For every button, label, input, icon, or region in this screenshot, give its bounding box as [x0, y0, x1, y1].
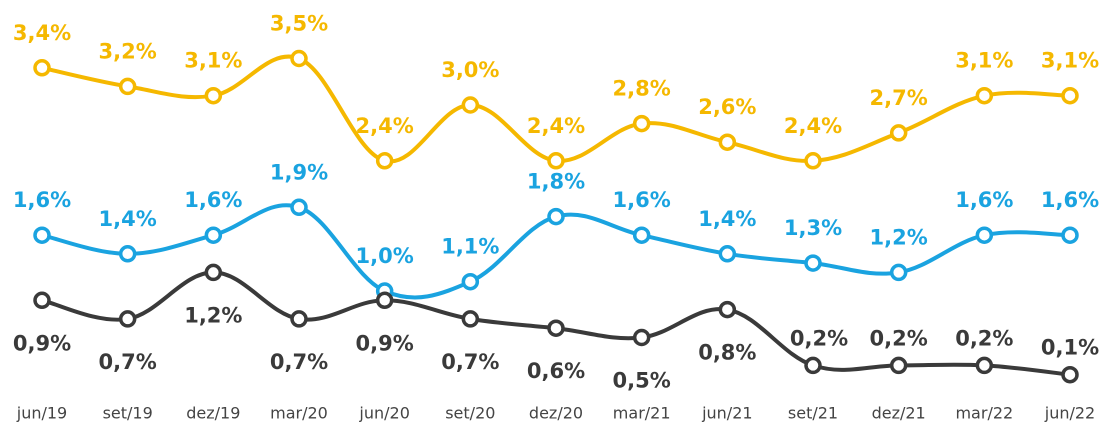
point	[118, 77, 137, 96]
data-label: 1,0%	[356, 244, 414, 268]
point	[461, 310, 480, 328]
x-tick-label: mar/21	[613, 404, 671, 423]
data-label: 0,2%	[955, 326, 1013, 350]
point	[547, 207, 565, 226]
point	[204, 263, 223, 282]
point	[33, 226, 51, 244]
data-label: 3,1%	[955, 49, 1013, 73]
x-tick-label: set/20	[445, 404, 495, 423]
data-label: 0,8%	[698, 341, 756, 365]
data-label: 2,4%	[784, 114, 842, 138]
x-tick-label: jun/20	[358, 404, 409, 423]
point	[632, 226, 651, 244]
point	[461, 272, 480, 291]
data-label: 1,6%	[955, 188, 1013, 212]
point	[1061, 365, 1079, 384]
data-label: 1,6%	[184, 188, 242, 212]
point	[889, 263, 908, 282]
point	[632, 328, 651, 347]
x-tick-label: dez/21	[872, 404, 926, 423]
point	[204, 226, 223, 244]
data-label: 1,6%	[1041, 188, 1099, 212]
point	[290, 198, 308, 217]
data-label: 3,1%	[184, 49, 242, 73]
data-label: 3,1%	[1041, 49, 1099, 73]
point	[804, 356, 822, 375]
point	[718, 133, 737, 151]
x-tick-label: set/21	[788, 404, 838, 423]
data-label: 1,4%	[698, 207, 756, 231]
point	[804, 152, 822, 170]
point	[718, 245, 737, 263]
data-label: 0,2%	[870, 326, 928, 350]
point	[1061, 86, 1079, 105]
data-label: 2,7%	[870, 86, 928, 110]
data-label: 1,2%	[870, 225, 928, 249]
data-label: 0,7%	[270, 350, 328, 374]
x-tick-label: jun/19	[16, 404, 67, 423]
x-tick-label: jun/22	[1044, 404, 1095, 423]
data-label: 3,2%	[99, 39, 157, 63]
point	[975, 356, 994, 375]
data-label: 0,2%	[790, 326, 848, 350]
data-label: 3,0%	[441, 58, 499, 82]
data-label: 1,3%	[784, 216, 842, 240]
data-label: 1,6%	[613, 188, 671, 212]
data-label: 3,5%	[270, 12, 328, 36]
point	[632, 114, 651, 133]
point	[461, 96, 480, 114]
point	[804, 254, 822, 272]
point	[889, 356, 908, 375]
data-label: 0,7%	[441, 350, 499, 374]
point	[290, 49, 308, 68]
data-label: 3,4%	[13, 21, 71, 45]
data-label: 0,7%	[99, 350, 157, 374]
data-label: 0,9%	[13, 331, 71, 355]
data-label: 0,1%	[1041, 336, 1099, 360]
data-label: 2,4%	[527, 114, 585, 138]
point	[975, 86, 994, 105]
point	[118, 245, 137, 263]
data-label: 0,9%	[356, 331, 414, 355]
data-label: 1,2%	[184, 303, 242, 327]
data-label: 1,6%	[13, 188, 71, 212]
point	[547, 319, 565, 337]
data-label: 1,4%	[99, 207, 157, 231]
data-label: 0,6%	[527, 359, 585, 383]
data-label: 0,5%	[613, 369, 671, 393]
x-tick-label: set/19	[103, 404, 153, 423]
point	[718, 300, 737, 319]
point	[375, 291, 394, 310]
data-label: 1,1%	[441, 235, 499, 259]
data-label: 2,6%	[698, 95, 756, 119]
x-tick-label: dez/20	[529, 404, 583, 423]
data-label: 2,4%	[356, 114, 414, 138]
x-tick-label: dez/19	[186, 404, 240, 423]
point	[975, 226, 994, 244]
point	[547, 152, 565, 170]
point	[889, 124, 908, 142]
point	[33, 59, 51, 77]
point	[33, 291, 51, 310]
data-label: 2,8%	[613, 77, 671, 101]
data-label: 1,8%	[527, 170, 585, 194]
point	[118, 310, 137, 328]
point	[1061, 226, 1079, 244]
x-tick-label: jun/21	[701, 404, 752, 423]
x-tick-label: mar/20	[270, 404, 328, 423]
point	[290, 310, 308, 328]
data-label: 1,9%	[270, 160, 328, 184]
point	[375, 152, 394, 170]
point	[204, 86, 223, 105]
x-tick-label: mar/22	[955, 404, 1013, 423]
